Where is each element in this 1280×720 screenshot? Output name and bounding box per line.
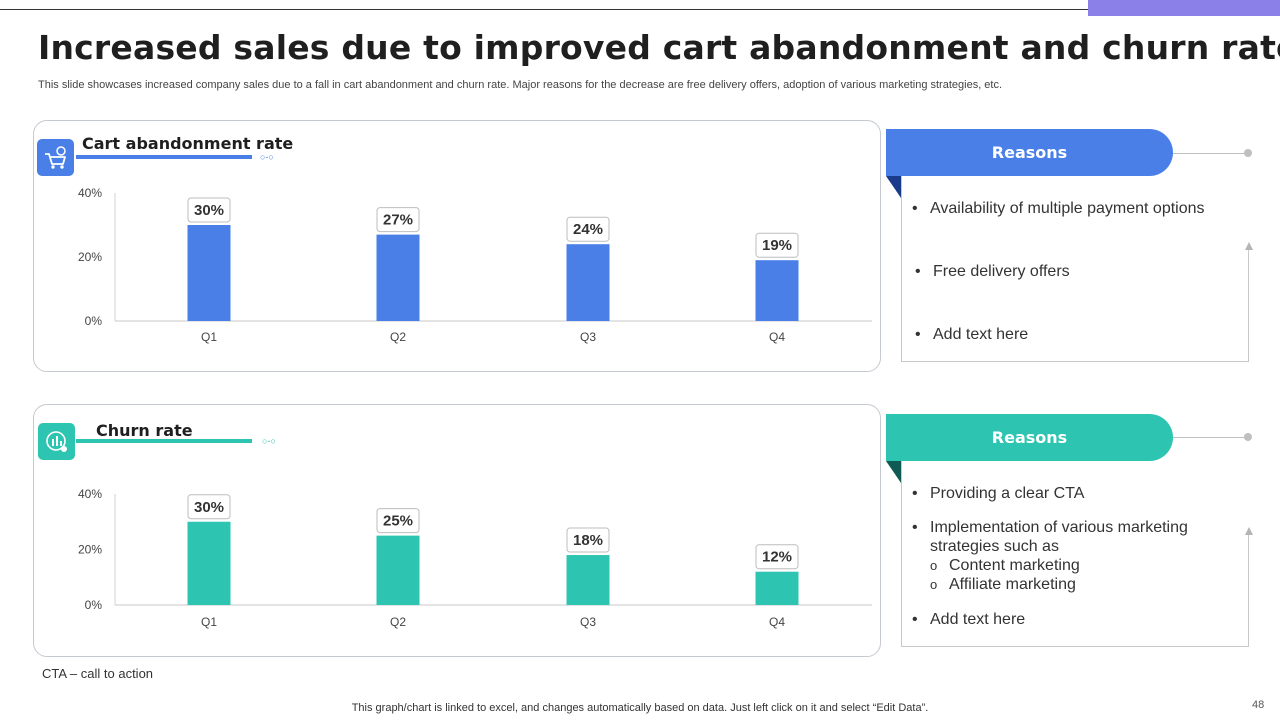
data-label-box	[755, 544, 799, 570]
reason-item: • Free delivery offers	[915, 263, 1070, 280]
underline-dots: ○-○	[262, 436, 276, 446]
page-title: Increased sales due to improved cart aba…	[38, 28, 1280, 67]
data-label-box	[187, 494, 231, 520]
bar-q4	[755, 571, 799, 605]
page-subtitle: This slide showcases increased company s…	[38, 79, 1003, 91]
reason-subitem: o Content marketing	[930, 557, 1080, 574]
x-tick-label: Q2	[390, 615, 406, 629]
y-tick-label: 20%	[78, 543, 102, 557]
y-tick-label: 0%	[85, 598, 103, 612]
reason-item: • Availability of multiple payment option…	[912, 200, 1205, 217]
x-tick-label: Q1	[201, 615, 217, 629]
churn-rate-title: Churn rate	[96, 421, 193, 440]
y-tick-label: 20%	[78, 250, 102, 264]
reason-subitem: o Affiliate marketing	[930, 576, 1076, 593]
x-tick-label: Q4	[769, 615, 785, 629]
bar-q1	[187, 225, 231, 321]
reason-item: • Implementation of various marketing	[912, 519, 1188, 536]
reasons-connector-line	[1173, 153, 1247, 154]
x-tick-label: Q3	[580, 330, 596, 344]
bar-q1	[187, 521, 231, 605]
data-label: 30%	[194, 202, 224, 219]
shopping-cart-icon	[37, 139, 74, 176]
cart-abandonment-panel	[33, 120, 881, 372]
page-number: 48	[1252, 699, 1265, 711]
churn-rate-chart: 0% 20% 40% 30% Q1 25% Q2 18% Q3 12% Q4	[78, 487, 872, 629]
data-label: 12%	[762, 549, 792, 566]
y-tick-label: 0%	[85, 314, 103, 328]
data-label: 24%	[573, 221, 603, 238]
bar-q3	[566, 244, 610, 321]
reasons-header-1: Reasons	[886, 129, 1173, 176]
reason-item: • Add text here	[912, 611, 1026, 628]
reason-item: • Add text here	[915, 326, 1029, 343]
y-tick-label: 40%	[78, 487, 102, 501]
data-label: 18%	[573, 532, 603, 549]
data-label-box	[376, 207, 420, 233]
reasons-fold-1	[886, 176, 901, 198]
top-accent-bar	[1088, 0, 1280, 16]
bar-q2	[376, 535, 420, 605]
data-label: 19%	[762, 237, 792, 254]
reasons-box-1	[901, 176, 1249, 362]
data-label-box	[755, 232, 799, 258]
bar-q4	[755, 260, 799, 321]
cart-abandonment-chart: 0% 20% 40% 30% Q1 27% Q2 24% Q3 19% Q4	[78, 186, 872, 344]
x-tick-label: Q2	[390, 330, 406, 344]
data-label-box	[566, 216, 610, 242]
title-underline	[76, 155, 252, 159]
reasons-connector-dot	[1244, 149, 1252, 157]
user-churn-icon	[38, 423, 75, 460]
bar-q3	[566, 555, 610, 605]
footnote: CTA – call to action	[42, 666, 154, 681]
bar-q2	[376, 234, 420, 321]
x-tick-label: Q4	[769, 330, 785, 344]
edit-data-note: This graph/chart is linked to excel, and…	[351, 702, 929, 714]
cart-abandonment-title: Cart abandonment rate	[82, 134, 294, 153]
churn-rate-panel	[33, 404, 881, 657]
data-label: 25%	[383, 513, 413, 530]
underline-dots: ○-○	[260, 152, 274, 162]
reason-item-continuation: strategies such as	[930, 538, 1059, 555]
reasons-fold-2	[886, 461, 901, 483]
title-underline	[76, 439, 252, 443]
reasons-header-2: Reasons	[886, 414, 1173, 461]
data-label-box	[187, 197, 231, 223]
data-label: 30%	[194, 499, 224, 516]
reasons-connector-line	[1173, 437, 1247, 438]
reasons-arrow-2	[1245, 527, 1253, 535]
data-label: 27%	[383, 212, 413, 229]
top-divider-line	[0, 9, 1088, 10]
y-tick-label: 40%	[78, 186, 102, 200]
x-tick-label: Q1	[201, 330, 217, 344]
data-label-box	[376, 508, 420, 534]
reason-item: • Providing a clear CTA	[912, 485, 1085, 502]
x-tick-label: Q3	[580, 615, 596, 629]
reasons-arrow-1	[1245, 242, 1253, 250]
reasons-box-2	[901, 461, 1249, 647]
reasons-connector-dot	[1244, 433, 1252, 441]
data-label-box	[566, 527, 610, 553]
